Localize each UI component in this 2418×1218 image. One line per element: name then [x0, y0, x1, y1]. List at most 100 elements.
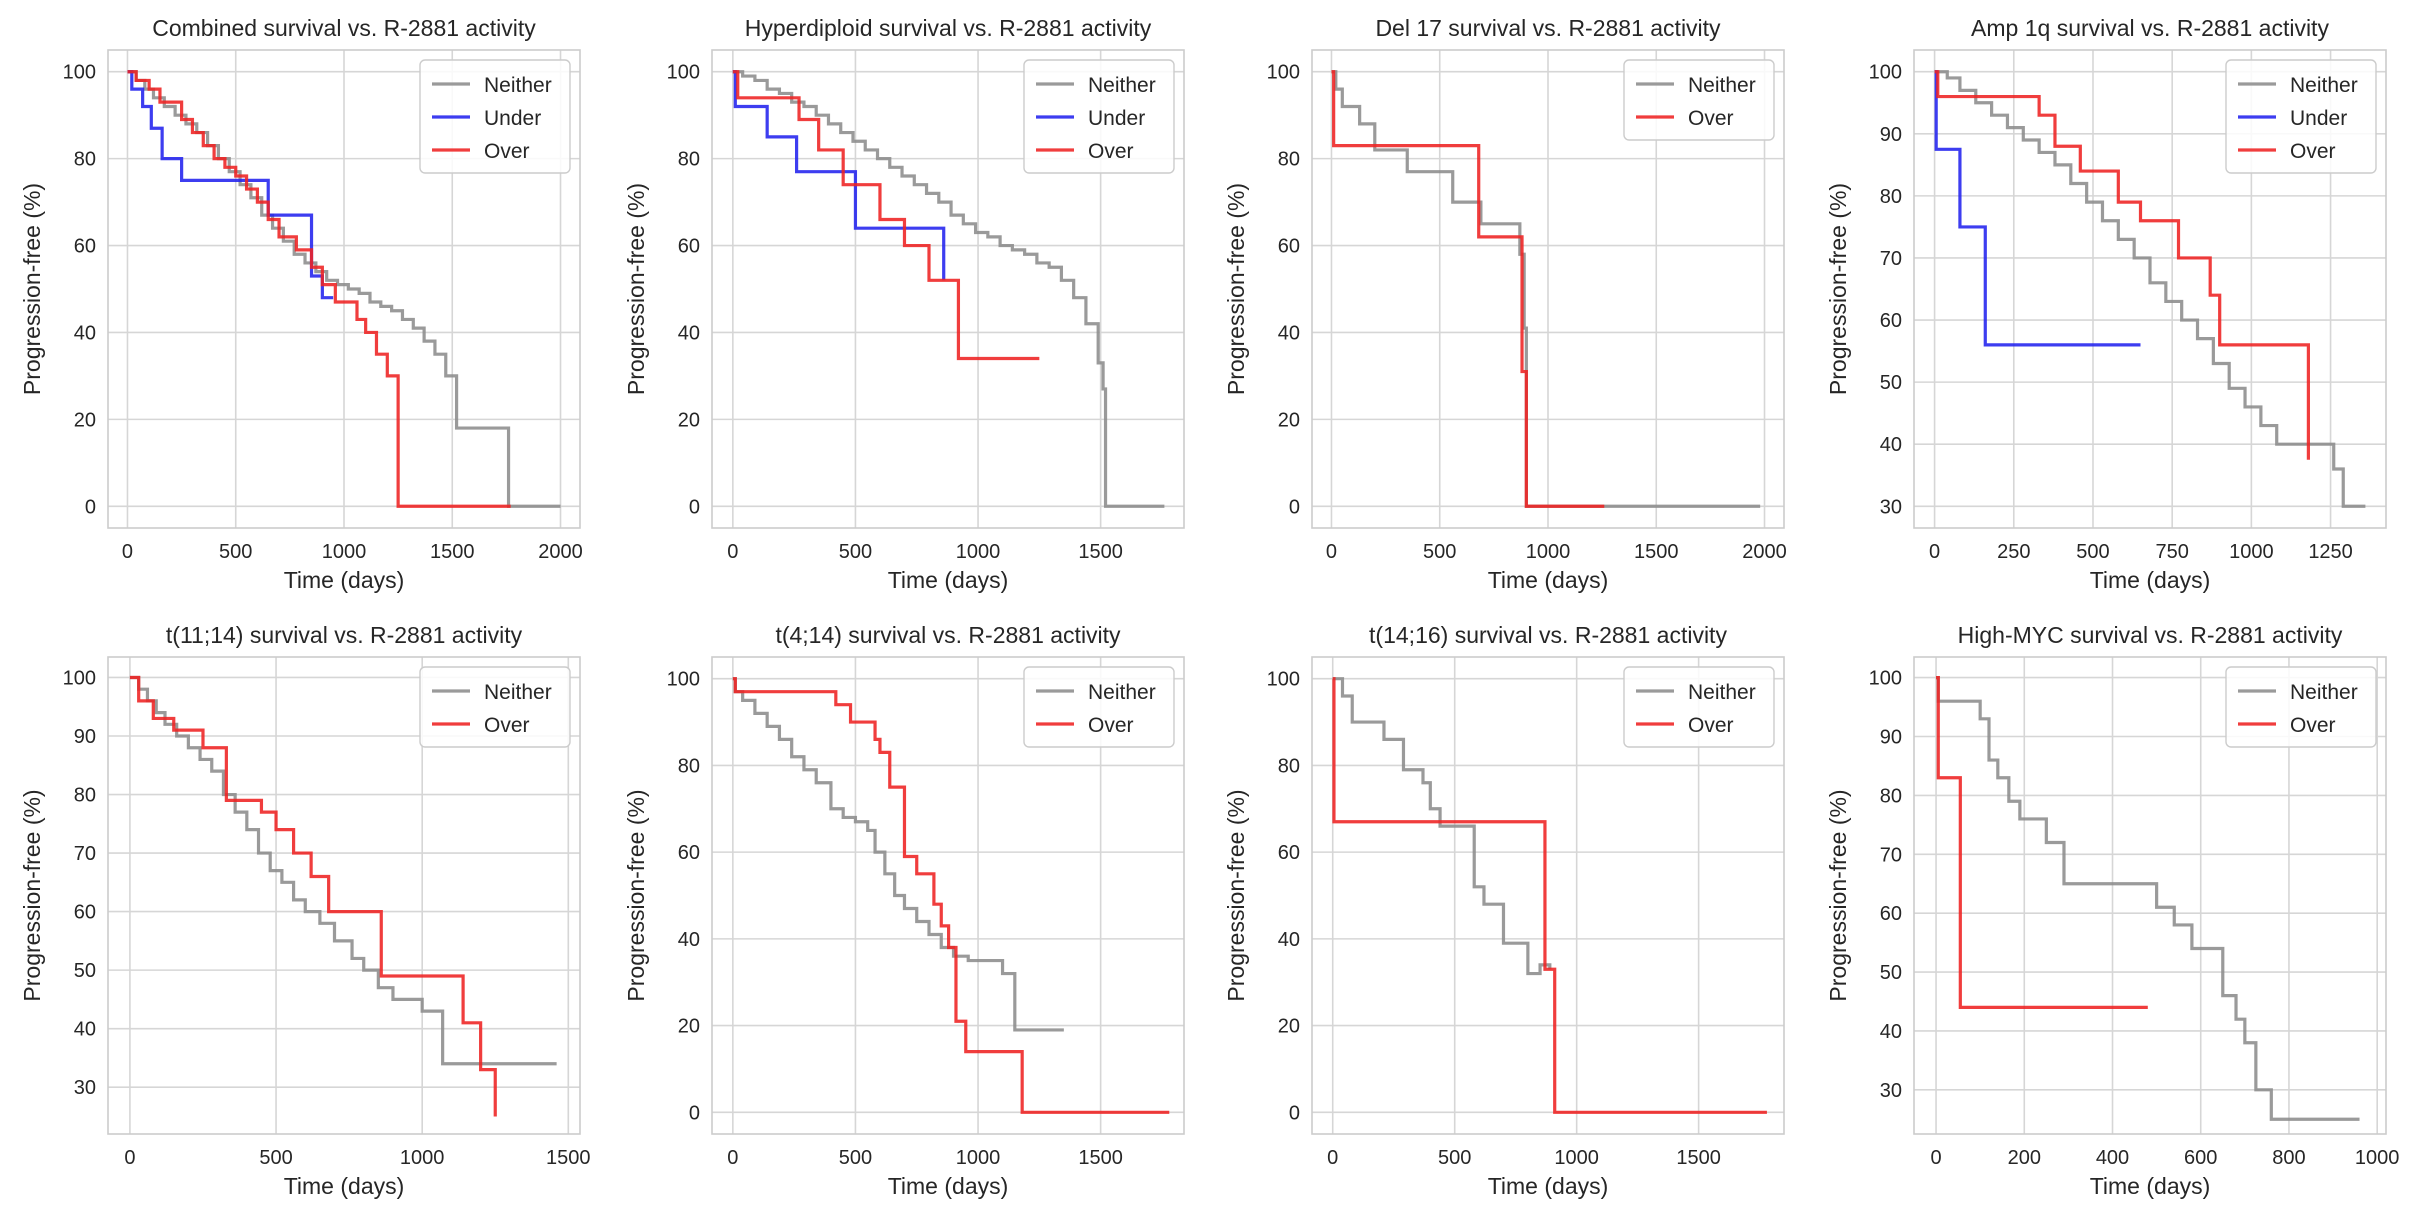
x-tick-label: 1500 [1078, 1147, 1123, 1169]
x-axis-label: Time (days) [888, 567, 1009, 593]
legend-label: Neither [1688, 74, 1756, 97]
legend-label: Neither [1088, 74, 1156, 97]
y-tick-label: 40 [74, 322, 96, 344]
y-axis-label: Progression-free (%) [19, 789, 45, 1001]
x-tick-label: 500 [1423, 541, 1456, 563]
x-tick-label: 500 [839, 541, 872, 563]
legend-label: Over [2290, 140, 2336, 163]
chart-panel: 0 500 1000 1500 30 40 50 60 70 80 90 100 t(11;14) su… [19, 622, 591, 1199]
x-tick-label: 200 [2008, 1147, 2041, 1169]
y-tick-label: 40 [1880, 434, 1902, 456]
y-tick-label: 20 [678, 409, 700, 431]
plot-frame [711, 49, 1185, 529]
y-tick-label: 80 [74, 785, 96, 807]
y-tick-label: 30 [1880, 496, 1902, 518]
series-line-over [732, 70, 1040, 361]
y-tick-label: 20 [1278, 409, 1300, 431]
plot-frame [1913, 49, 2387, 529]
legend-box [2225, 666, 2377, 748]
y-tick-label: 60 [678, 842, 700, 864]
y-tick-label: 50 [74, 960, 96, 982]
x-tick-label: 600 [2184, 1147, 2217, 1169]
plot-frame [1311, 656, 1785, 1135]
legend-label: Neither [2290, 74, 2358, 97]
series-line-neither [732, 70, 1165, 508]
x-tick-label: 2000 [1742, 541, 1787, 563]
x-tick-label: 500 [259, 1147, 292, 1169]
y-tick-label: 60 [74, 902, 96, 924]
y-tick-label: 80 [1880, 785, 1902, 807]
chart-title: Del 17 survival vs. R-2881 activity [1375, 15, 1721, 41]
y-tick-label: 60 [678, 236, 700, 258]
y-tick-label: 80 [74, 149, 96, 171]
legend-label: Over [484, 714, 530, 737]
legend-box [419, 59, 571, 174]
x-tick-label: 2000 [538, 541, 583, 563]
y-tick-label: 20 [74, 409, 96, 431]
y-tick-label: 70 [1880, 248, 1902, 270]
x-tick-label: 500 [839, 1147, 872, 1169]
x-tick-label: 500 [219, 541, 252, 563]
x-tick-label: 1000 [2229, 541, 2274, 563]
chart-panel: 0 500 1000 1500 2000 0 20 40 60 80 100 Combined sur… [19, 15, 583, 593]
chart-title: t(11;14) survival vs. R-2881 activity [166, 622, 523, 648]
legend: Neither Over [2225, 666, 2377, 748]
legend-label: Over [1088, 714, 1134, 737]
legend-label: Neither [1688, 681, 1756, 704]
y-tick-label: 60 [1880, 310, 1902, 332]
x-axis-label: Time (days) [284, 1173, 405, 1199]
x-tick-label: 1000 [400, 1147, 445, 1169]
x-tick-label: 0 [1930, 1147, 1941, 1169]
x-tick-label: 0 [124, 1147, 135, 1169]
series-line-over [127, 70, 511, 508]
legend-label: Under [1088, 107, 1145, 130]
x-tick-label: 1000 [322, 541, 367, 563]
y-axis-label: Progression-free (%) [623, 183, 649, 395]
y-tick-label: 100 [667, 62, 700, 84]
legend-label: Over [1688, 107, 1734, 130]
y-tick-label: 80 [678, 755, 700, 777]
y-tick-label: 0 [689, 496, 700, 518]
x-tick-label: 1500 [430, 541, 475, 563]
x-tick-label: 1000 [1554, 1147, 1599, 1169]
y-tick-label: 100 [1869, 62, 1902, 84]
series-line-over [732, 677, 1170, 1114]
x-tick-label: 0 [1326, 541, 1337, 563]
chart-panel: 0 200 400 600 800 1000 30 40 50 60 70 80 90 100 High-M… [1825, 622, 2399, 1199]
y-axis-label: Progression-free (%) [1223, 789, 1249, 1001]
chart-panel: 0 500 1000 1500 0 20 40 60 80 100 t(4;14) survival… [623, 622, 1185, 1199]
series-line-over [1331, 70, 1605, 508]
y-axis-label: Progression-free (%) [1825, 183, 1851, 395]
x-tick-label: 1000 [2355, 1147, 2400, 1169]
y-tick-label: 80 [1880, 186, 1902, 208]
y-tick-label: 60 [1278, 236, 1300, 258]
legend-label: Over [1088, 140, 1134, 163]
y-tick-label: 60 [74, 236, 96, 258]
x-axis-label: Time (days) [1488, 567, 1609, 593]
series-line-over [129, 675, 497, 1117]
series-line-neither [129, 675, 557, 1066]
series-line-neither [1934, 70, 2366, 508]
y-tick-label: 90 [1880, 124, 1902, 146]
x-tick-label: 1500 [1676, 1147, 1721, 1169]
chart-panel: 0 500 1000 1500 2000 0 20 40 60 80 100 Del 17 survi… [1223, 15, 1787, 593]
y-tick-label: 100 [667, 669, 700, 691]
x-axis-label: Time (days) [1488, 1173, 1609, 1199]
y-tick-label: 0 [1289, 1102, 1300, 1124]
x-tick-label: 1000 [1526, 541, 1571, 563]
y-tick-label: 50 [1880, 372, 1902, 394]
x-axis-label: Time (days) [888, 1173, 1009, 1199]
y-tick-label: 20 [678, 1016, 700, 1038]
x-tick-label: 0 [727, 541, 738, 563]
chart-title: Hyperdiploid survival vs. R-2881 activit… [745, 15, 1152, 41]
series-line-neither [1332, 677, 1552, 976]
series-line-under [127, 70, 334, 300]
legend-label: Over [1688, 714, 1734, 737]
legend-box [1023, 59, 1175, 174]
y-tick-label: 50 [1880, 962, 1902, 984]
chart-title: High-MYC survival vs. R-2881 activity [1958, 622, 2343, 648]
y-axis-label: Progression-free (%) [1223, 183, 1249, 395]
legend: Neither Under Over [419, 59, 571, 174]
x-axis-label: Time (days) [2090, 1173, 2211, 1199]
plot-frame [1913, 656, 2387, 1135]
